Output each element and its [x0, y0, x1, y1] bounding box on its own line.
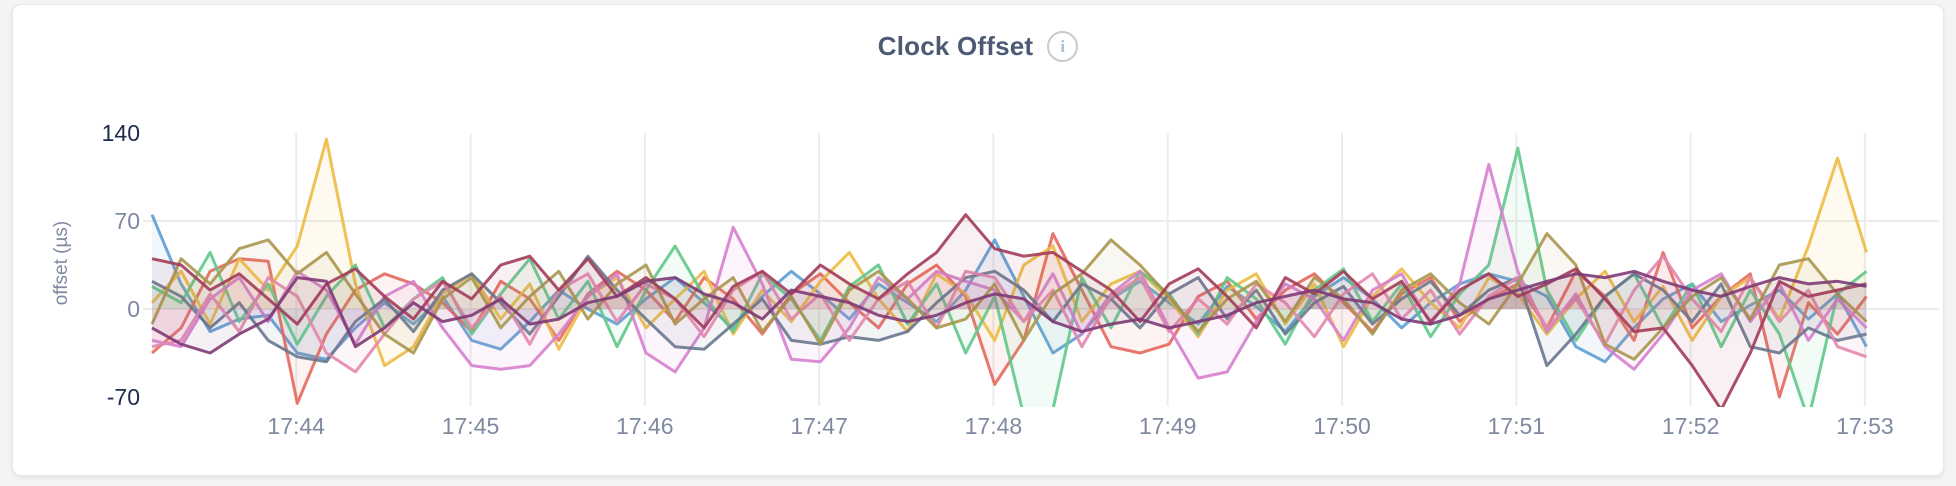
x-tick-label: 17:53 — [1836, 413, 1894, 439]
clock-offset-chart: 140 70 0 -70 17:44 17:45 17:46 17:47 17:48 17:49 1… — [51, 120, 1939, 439]
series-area-series-8 — [152, 233, 1867, 360]
x-tick-label: 17:44 — [267, 413, 325, 439]
series-line-series-6 — [151, 254, 1867, 368]
x-tick-label: 17:46 — [616, 413, 674, 439]
y-axis-title: offset (µs) — [51, 221, 72, 306]
series-line-series-4 — [151, 146, 1868, 407]
info-icon[interactable]: i — [1047, 31, 1079, 62]
chart-title: Clock Offset — [877, 31, 1034, 61]
x-tick-label: 17:49 — [1139, 413, 1197, 439]
x-tick-label: 17:45 — [442, 413, 500, 439]
x-tick-label: 17:47 — [790, 413, 848, 439]
series-line-series-3 — [150, 137, 1868, 368]
series-line-series-10 — [151, 269, 1867, 355]
series-line-series-8 — [150, 232, 1868, 361]
series-area-series-6 — [152, 256, 1867, 366]
series-area-series-1 — [152, 214, 1867, 362]
y-tick-label: 70 — [114, 208, 140, 234]
series-area-series-7 — [152, 256, 1867, 372]
y-tick-label: 0 — [127, 296, 140, 322]
x-tick-label: 17:51 — [1488, 413, 1546, 439]
y-tick-label: -70 — [107, 384, 140, 410]
x-tick-label: 17:48 — [965, 413, 1023, 439]
clock-offset-card: Clock Offset i 140 70 0 -70 17:44 17:45 17:46 1… — [12, 4, 1944, 476]
series-line-series-7 — [151, 254, 1867, 374]
series-group — [150, 137, 1868, 407]
series-area-series-2 — [152, 233, 1867, 404]
chart-header: Clock Offset i — [13, 31, 1943, 62]
x-tick-label: 17:50 — [1313, 413, 1371, 439]
x-tick-label: 17:52 — [1662, 413, 1720, 439]
y-tick-label: 140 — [102, 120, 140, 146]
